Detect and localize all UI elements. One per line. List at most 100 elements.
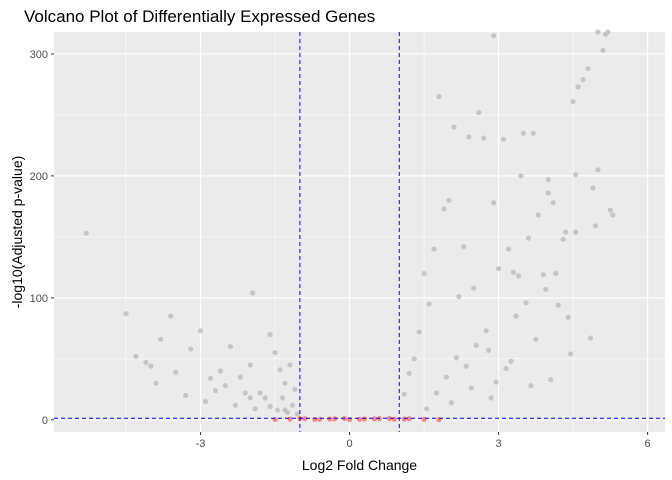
data-point-significant <box>282 380 288 386</box>
y-axis-label: -log10(Adjusted p-value) <box>9 156 25 309</box>
data-point-significant <box>207 375 214 381</box>
y-tick-label: 0 <box>42 415 48 427</box>
data-point-significant <box>441 206 447 212</box>
data-point-significant <box>488 395 494 401</box>
data-point-significant <box>183 392 189 399</box>
data-point-not-significant <box>356 416 363 422</box>
data-point-significant <box>197 328 204 334</box>
data-point-significant <box>433 390 440 396</box>
data-point-significant <box>188 346 194 352</box>
data-point-significant <box>585 65 591 72</box>
data-point-significant <box>525 235 531 241</box>
data-point-significant <box>282 407 288 413</box>
data-point-significant <box>520 130 527 136</box>
data-point-significant <box>491 200 497 206</box>
data-point-significant <box>250 290 256 296</box>
data-point-significant <box>257 390 263 396</box>
data-point-significant <box>483 328 489 334</box>
data-point-significant <box>252 406 258 412</box>
data-point-significant <box>515 273 522 279</box>
data-point-significant <box>461 244 467 250</box>
data-point-significant <box>289 402 296 408</box>
data-point-significant <box>493 379 499 385</box>
data-point-significant <box>83 230 89 236</box>
data-point-significant <box>463 363 469 369</box>
data-point-significant <box>533 336 539 342</box>
data-point-significant <box>468 385 474 391</box>
data-point-not-significant <box>317 416 323 422</box>
y-tick-label: 100 <box>30 293 48 305</box>
data-point-not-significant <box>421 416 427 422</box>
data-point-significant <box>421 270 427 277</box>
data-point-significant <box>572 229 579 235</box>
data-point-significant <box>587 335 594 341</box>
data-point-significant <box>508 358 514 364</box>
data-point-significant <box>242 390 248 396</box>
data-point-significant <box>426 301 432 307</box>
x-axis-label: Log2 Fold Change <box>302 457 417 473</box>
data-point-significant <box>294 411 301 417</box>
data-point-significant <box>292 386 298 392</box>
data-point-significant <box>495 265 502 272</box>
data-point-significant <box>510 269 517 275</box>
data-point-significant <box>568 351 574 357</box>
data-point-significant <box>570 98 576 105</box>
data-point-significant <box>555 302 561 308</box>
data-point-significant <box>456 294 462 300</box>
data-point-significant <box>607 207 613 213</box>
data-point-significant <box>436 94 442 100</box>
data-point-significant <box>575 84 581 90</box>
data-point-significant <box>528 383 534 389</box>
data-point-significant <box>173 369 179 375</box>
data-point-significant <box>592 223 599 229</box>
data-point-not-significant <box>302 416 308 422</box>
data-point-significant <box>237 374 243 380</box>
chart-title: Volcano Plot of Differentially Expressed… <box>24 7 375 26</box>
data-point-significant <box>153 380 159 386</box>
data-point-significant <box>523 300 529 306</box>
data-point-significant <box>471 285 477 291</box>
data-point-not-significant <box>361 416 368 422</box>
data-point-significant <box>600 47 606 53</box>
data-point-significant <box>446 197 452 203</box>
data-point-significant <box>133 353 139 359</box>
data-point-significant <box>503 365 509 372</box>
data-point-significant <box>595 29 601 35</box>
data-point-significant <box>423 406 430 412</box>
y-axis-ticks: 0 100 200 300 <box>30 49 54 427</box>
data-point-significant <box>513 313 519 319</box>
data-point-not-significant <box>371 416 378 422</box>
data-point-significant <box>548 376 554 383</box>
data-point-not-significant <box>287 416 293 422</box>
data-point-significant <box>545 190 551 196</box>
data-point-significant <box>563 229 569 235</box>
data-point-significant <box>560 236 566 242</box>
data-point-significant <box>123 311 129 317</box>
data-point-significant <box>247 362 253 368</box>
data-point-significant <box>401 391 407 397</box>
data-point-significant <box>580 76 586 83</box>
data-point-significant <box>448 400 454 406</box>
data-point-significant <box>491 33 497 39</box>
data-point-significant <box>158 336 164 342</box>
data-point-significant <box>535 212 541 218</box>
data-point-significant <box>545 176 551 183</box>
data-point-not-significant <box>332 416 338 422</box>
data-point-significant <box>443 374 450 380</box>
data-point-significant <box>481 135 487 141</box>
data-point-significant <box>518 173 524 179</box>
data-point-significant <box>217 368 224 374</box>
data-point-significant <box>247 395 253 401</box>
data-point-significant <box>262 395 268 401</box>
data-point-significant <box>287 362 293 368</box>
data-point-significant <box>500 136 507 142</box>
data-point-not-significant <box>406 416 412 422</box>
data-point-significant <box>595 167 601 173</box>
data-point-significant <box>602 31 608 38</box>
data-point-significant <box>453 355 459 361</box>
data-point-significant <box>168 313 174 319</box>
data-point-not-significant <box>401 416 407 422</box>
data-point-significant <box>572 172 579 178</box>
